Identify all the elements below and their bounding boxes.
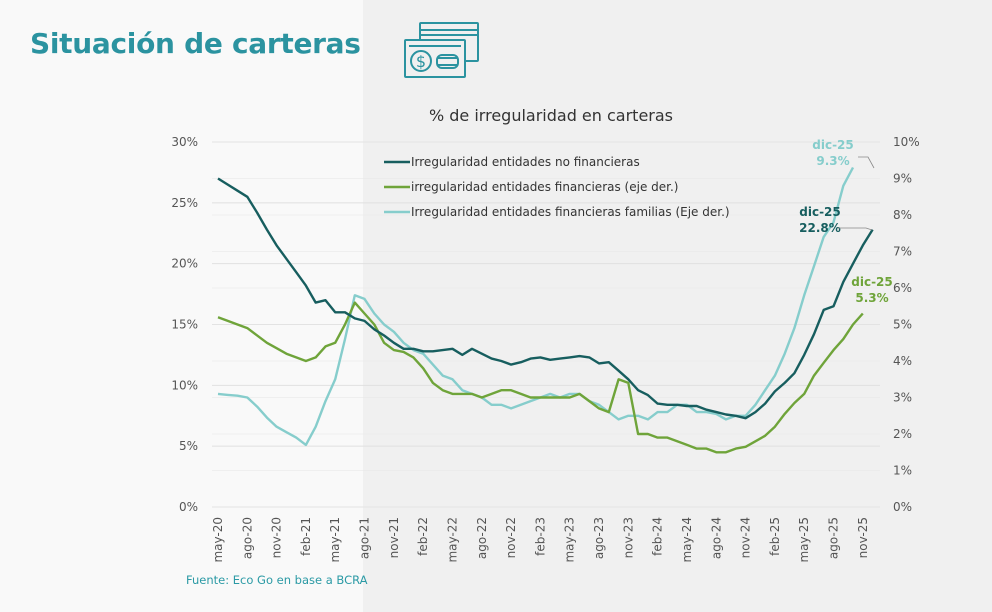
x-tick-label: feb-22 bbox=[416, 517, 430, 556]
x-tick-label: feb-23 bbox=[533, 517, 547, 556]
x-tick-label: nov-24 bbox=[739, 517, 753, 558]
y-right-tick-label: 9% bbox=[893, 172, 912, 186]
x-tick-label: feb-24 bbox=[651, 517, 665, 556]
x-tick-label: ago-20 bbox=[240, 517, 254, 559]
x-tick-label: feb-21 bbox=[299, 517, 313, 556]
annotation-date: dic-25 bbox=[812, 138, 854, 152]
x-tick-label: may-25 bbox=[797, 517, 811, 563]
y-right-tick-label: 0% bbox=[893, 500, 912, 514]
series-line-2 bbox=[217, 166, 855, 447]
y-right-tick-label: 4% bbox=[893, 354, 912, 368]
chart-title: % de irregularidad en carteras bbox=[428, 106, 674, 125]
annotation-value: 22.8% bbox=[799, 221, 841, 235]
x-tick-label: nov-25 bbox=[856, 517, 870, 558]
series-line-0 bbox=[217, 177, 874, 420]
y-left-tick-label: 0% bbox=[179, 500, 198, 514]
legend-label: irregularidad entidades financieras (eje… bbox=[411, 180, 678, 194]
annotation-value: 9.3% bbox=[816, 154, 849, 168]
x-tick-label: nov-21 bbox=[387, 517, 401, 558]
y-right-tick-label: 6% bbox=[893, 281, 912, 295]
y-left-tick-label: 25% bbox=[171, 196, 198, 210]
x-tick-label: ago-24 bbox=[709, 517, 723, 559]
x-tick-label: ago-21 bbox=[358, 517, 372, 559]
page-title: Situación de carteras bbox=[30, 27, 361, 60]
annotation-leader bbox=[838, 227, 873, 231]
y-right-tick-label: 1% bbox=[893, 464, 912, 478]
annotation-value: 5.3% bbox=[855, 291, 888, 305]
x-tick-label: nov-20 bbox=[270, 517, 284, 558]
y-right-tick-label: 2% bbox=[893, 427, 912, 441]
y-left-tick-label: 5% bbox=[179, 439, 198, 453]
x-tick-label: may-21 bbox=[328, 517, 342, 563]
x-tick-label: may-23 bbox=[563, 517, 577, 563]
y-left-tick-label: 20% bbox=[171, 257, 198, 271]
background-left-panel bbox=[0, 0, 363, 612]
x-tick-label: ago-23 bbox=[592, 517, 606, 559]
x-tick-label: ago-22 bbox=[475, 517, 489, 559]
y-left-tick-label: 10% bbox=[171, 378, 198, 392]
legend-label: Irregularidad entidades financieras fami… bbox=[411, 205, 730, 219]
svg-text:$: $ bbox=[416, 52, 426, 71]
legend-label: Irregularidad entidades no financieras bbox=[411, 155, 640, 169]
x-tick-label: nov-22 bbox=[504, 517, 518, 558]
y-right-tick-label: 10% bbox=[893, 135, 920, 149]
y-right-tick-label: 7% bbox=[893, 245, 912, 259]
x-tick-label: ago-25 bbox=[827, 517, 841, 559]
series-line-1 bbox=[217, 301, 864, 454]
money-cards-icon: $ bbox=[404, 22, 479, 78]
y-left-tick-label: 15% bbox=[171, 318, 198, 332]
annotation-date: dic-25 bbox=[851, 275, 893, 289]
source-note: Fuente: Eco Go en base a BCRA bbox=[186, 573, 368, 587]
x-tick-label: nov-23 bbox=[621, 517, 635, 558]
x-tick-label: feb-25 bbox=[768, 517, 782, 556]
annotation-leader bbox=[858, 156, 875, 169]
background-right-panel bbox=[363, 0, 992, 612]
y-right-tick-label: 8% bbox=[893, 208, 912, 222]
annotation-date: dic-25 bbox=[799, 205, 841, 219]
y-right-tick-label: 5% bbox=[893, 318, 912, 332]
x-tick-label: may-20 bbox=[211, 517, 225, 563]
x-tick-label: may-24 bbox=[680, 517, 694, 563]
x-tick-label: may-22 bbox=[445, 517, 459, 563]
y-left-tick-label: 30% bbox=[171, 135, 198, 149]
y-right-tick-label: 3% bbox=[893, 391, 912, 405]
